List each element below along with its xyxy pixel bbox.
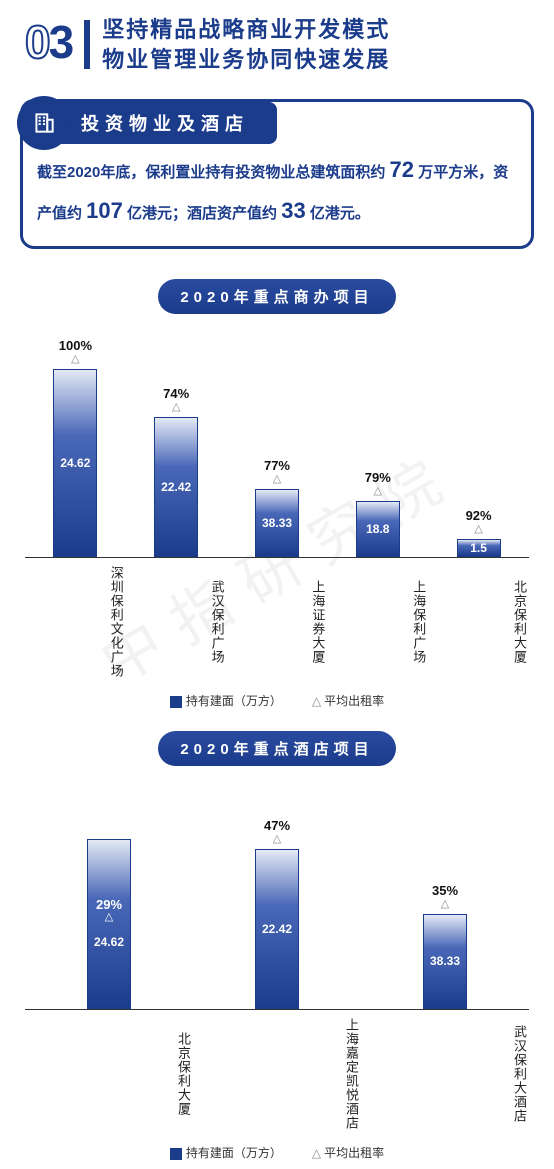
chart2-title: 2020年重点酒店项目 bbox=[158, 731, 395, 766]
chart-bar: 29%△ 24.62 bbox=[87, 839, 131, 1009]
x-axis-label: 上海保利广场 bbox=[327, 566, 428, 678]
x-axis-label: 上海证券大厦 bbox=[227, 566, 328, 678]
legend-bar-item: 持有建面（万方） bbox=[170, 692, 282, 709]
bar-percent: 100% bbox=[59, 339, 92, 353]
chart1-title: 2020年重点商办项目 bbox=[158, 279, 395, 314]
legend-mark-label: 平均出租率 bbox=[324, 694, 384, 708]
x-axis-label: 深圳保利文化广场 bbox=[25, 566, 126, 678]
legend-triangle-icon: △ bbox=[312, 694, 321, 708]
triangle-marker-icon: △ bbox=[441, 899, 449, 910]
card-tab: 投资物业及酒店 bbox=[17, 96, 277, 150]
chart-bar: 38.33 bbox=[255, 489, 299, 557]
legend-swatch-icon bbox=[170, 1148, 182, 1160]
x-axis-label: 北京保利大厦 bbox=[25, 1018, 193, 1130]
legend-swatch-icon bbox=[170, 696, 182, 708]
bar-percent: 74% bbox=[163, 387, 189, 401]
chart2: 29%△24.6247%△22.4235%△38.33 北京保利大厦上海嘉定凯悦… bbox=[0, 774, 554, 1165]
bar-percent: 79% bbox=[365, 471, 391, 485]
x-axis-label: 上海嘉定凯悦酒店 bbox=[193, 1018, 361, 1130]
legend-bar-label: 持有建面（万方） bbox=[186, 694, 282, 708]
card-num1: 72 bbox=[390, 157, 414, 182]
triangle-marker-icon: △ bbox=[71, 354, 79, 365]
x-axis-label: 武汉保利大酒店 bbox=[361, 1018, 529, 1130]
bar-slot: 77%△ 38.33 bbox=[227, 328, 328, 557]
bar-slot: 79%△ 18.8 bbox=[327, 328, 428, 557]
bar-percent: 77% bbox=[264, 459, 290, 473]
section-number: 03 bbox=[25, 15, 72, 69]
bar-percent: 47% bbox=[264, 819, 290, 833]
bar-slot: 29%△ 24.62 bbox=[25, 780, 193, 1009]
chart-bar: 22.42 bbox=[154, 417, 198, 557]
chart1-legend: 持有建面（万方） △平均出租率 bbox=[25, 692, 529, 709]
chart-bar: 22.42 bbox=[255, 849, 299, 1009]
card-num2: 107 bbox=[86, 198, 123, 223]
bar-value: 1.5 bbox=[470, 541, 487, 555]
triangle-marker-icon: △ bbox=[474, 524, 482, 535]
triangle-marker-icon: △ bbox=[105, 912, 113, 923]
bar-slot: 100%△ 24.62 bbox=[25, 328, 126, 557]
section-number-solid: 3 bbox=[49, 16, 73, 68]
section-title: 坚持精品战略商业开发模式 物业管理业务协同快速发展 bbox=[102, 15, 390, 74]
card-tab-label: 投资物业及酒店 bbox=[47, 102, 277, 144]
x-axis-label: 北京保利大厦 bbox=[428, 566, 529, 678]
legend-mark-label: 平均出租率 bbox=[324, 1146, 384, 1160]
chart1-plot: 100%△24.6274%△22.4277%△38.3379%△18.892%△… bbox=[25, 328, 529, 558]
chart-bar: 18.8 bbox=[356, 501, 400, 557]
chart2-plot: 29%△24.6247%△22.4235%△38.33 bbox=[25, 780, 529, 1010]
section-title-line1: 坚持精品战略商业开发模式 bbox=[102, 15, 390, 45]
card-num3: 33 bbox=[281, 198, 305, 223]
chart-bar: 24.62 bbox=[53, 369, 97, 557]
info-card: 投资物业及酒店 截至2020年底，保利置业持有投资物业总建筑面积约 72 万平方… bbox=[20, 99, 534, 248]
legend-bar-item: 持有建面（万方） bbox=[170, 1144, 282, 1161]
bar-percent: 35% bbox=[432, 884, 458, 898]
chart1: 100%△24.6274%△22.4277%△38.3379%△18.892%△… bbox=[0, 322, 554, 713]
chart-bar: 38.33 bbox=[423, 914, 467, 1009]
triangle-marker-icon: △ bbox=[374, 486, 382, 497]
chart2-legend: 持有建面（万方） △平均出租率 bbox=[25, 1144, 529, 1161]
section-number-stroke: 0 bbox=[25, 16, 49, 68]
triangle-marker-icon: △ bbox=[273, 474, 281, 485]
bar-slot: 47%△ 22.42 bbox=[193, 780, 361, 1009]
legend-mark-item: △平均出租率 bbox=[312, 1144, 384, 1161]
bar-slot: 35%△ 38.33 bbox=[361, 780, 529, 1009]
legend-triangle-icon: △ bbox=[312, 1146, 321, 1160]
triangle-marker-icon: △ bbox=[172, 402, 180, 413]
bar-value: 38.33 bbox=[430, 954, 460, 968]
bar-percent: 92% bbox=[466, 509, 492, 523]
card-text: 截至2020年底，保利置业持有投资物业总建筑面积约 72 万平方米，资产值约 1… bbox=[37, 150, 517, 231]
bar-value: 24.62 bbox=[94, 935, 124, 949]
legend-bar-label: 持有建面（万方） bbox=[186, 1146, 282, 1160]
card-text-1a: 截至2020年底，保利置业持有投资物业总建筑面积约 bbox=[37, 164, 390, 181]
chart2-xlabels: 北京保利大厦上海嘉定凯悦酒店武汉保利大酒店 bbox=[25, 1018, 529, 1130]
bar-value: 18.8 bbox=[366, 522, 389, 536]
bar-value: 24.62 bbox=[60, 456, 90, 470]
section-title-line2: 物业管理业务协同快速发展 bbox=[102, 45, 390, 75]
card-text-1d: 亿港元。 bbox=[306, 205, 370, 222]
bar-percent: 29% bbox=[96, 898, 122, 912]
bar-value: 22.42 bbox=[161, 480, 191, 494]
card-text-1c: 亿港元；酒店资产值约 bbox=[123, 205, 281, 222]
building-icon bbox=[17, 96, 71, 150]
bar-slot: 74%△ 22.42 bbox=[126, 328, 227, 557]
bar-value: 22.42 bbox=[262, 922, 292, 936]
section-divider bbox=[84, 20, 90, 69]
triangle-marker-icon: △ bbox=[273, 834, 281, 845]
chart1-xlabels: 深圳保利文化广场武汉保利广场上海证券大厦上海保利广场北京保利大厦 bbox=[25, 566, 529, 678]
legend-mark-item: △平均出租率 bbox=[312, 692, 384, 709]
section-header: 03 坚持精品战略商业开发模式 物业管理业务协同快速发展 bbox=[0, 0, 554, 99]
x-axis-label: 武汉保利广场 bbox=[126, 566, 227, 678]
bar-slot: 92%△ 1.5 bbox=[428, 328, 529, 557]
bar-value: 38.33 bbox=[262, 516, 292, 530]
chart-bar: 1.5 bbox=[457, 539, 501, 557]
